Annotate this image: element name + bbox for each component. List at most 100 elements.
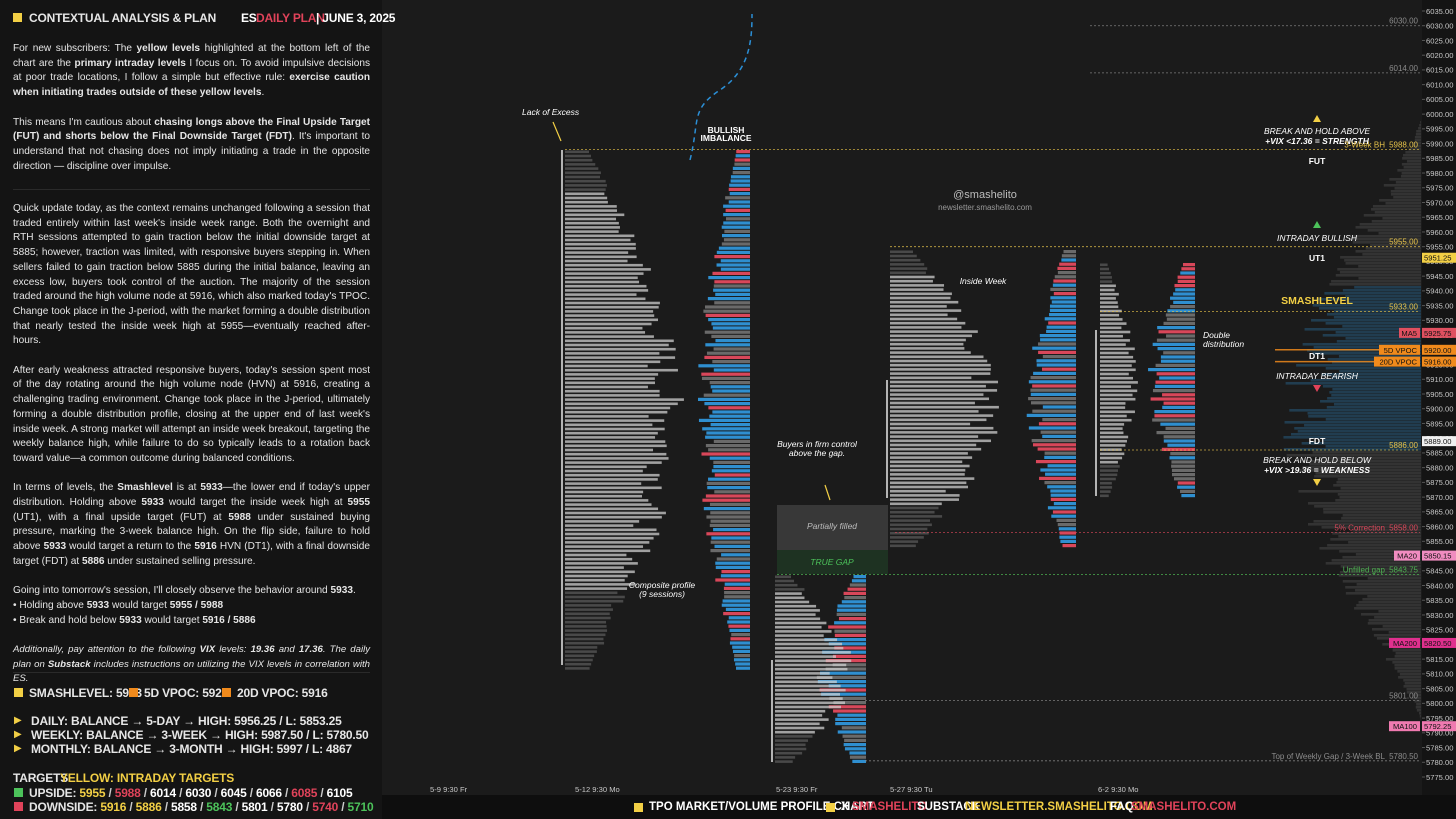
volume-profile xyxy=(1352,241,1421,244)
volume-profile xyxy=(1333,316,1421,319)
tpo-row xyxy=(890,267,928,270)
volume-bar xyxy=(723,612,750,616)
tpo-row xyxy=(775,697,843,700)
footer-link[interactable]: NEWSLETTER.SMASHELITO.COM xyxy=(965,801,1153,813)
volume-profile xyxy=(1337,493,1421,496)
volume-bar xyxy=(729,183,750,187)
separator: / xyxy=(246,786,256,800)
tpo-row xyxy=(775,722,820,726)
volume-bar xyxy=(1175,288,1195,292)
tpo-row xyxy=(565,570,635,574)
volume-profile xyxy=(1339,271,1421,274)
volume-bar xyxy=(1035,460,1076,464)
tpo-row xyxy=(565,368,678,372)
volume-bar xyxy=(1030,388,1076,392)
tpo-row xyxy=(565,667,590,670)
volume-bar xyxy=(1042,405,1076,409)
volume-bar xyxy=(697,397,750,401)
volume-bar xyxy=(837,713,866,717)
volume-bar xyxy=(724,595,750,599)
x-tick-label: 5-9 9:30 Fr xyxy=(430,785,468,794)
volume-bar xyxy=(821,692,866,696)
annotation: BREAK AND HOLD ABOVE xyxy=(1264,126,1370,136)
volume-profile xyxy=(1355,250,1421,253)
volume-profile xyxy=(1289,409,1421,412)
bullet: ▶ xyxy=(14,743,22,754)
tpo-row xyxy=(1100,318,1123,321)
volume-profile xyxy=(1304,328,1421,331)
tpo-row xyxy=(1100,271,1111,275)
footer-link[interactable]: SMASHELITO xyxy=(852,801,928,813)
volume-bar xyxy=(1036,359,1076,363)
annotation: +VIX >19.36 = WEAKNESS xyxy=(1264,465,1370,475)
volume-profile xyxy=(1321,526,1421,529)
text-run: Smashlevel xyxy=(117,482,173,494)
footer-faq: FAQ xyxy=(1110,801,1134,813)
volume-profile xyxy=(1331,280,1421,283)
volume-bar xyxy=(1063,250,1076,254)
volume-profile xyxy=(1333,484,1421,487)
volume-profile xyxy=(1302,343,1421,346)
annotation: Inside Week xyxy=(960,276,1007,286)
target: 5886 xyxy=(135,800,162,814)
volume-bar xyxy=(1156,431,1195,435)
volume-bar xyxy=(1181,267,1195,271)
target: 6014 xyxy=(150,786,176,800)
tpo-row xyxy=(1100,280,1113,283)
annotation: BULLISH xyxy=(708,125,745,135)
upside-label: UPSIDE: xyxy=(29,786,77,800)
volume-bar xyxy=(835,717,866,721)
annotation: Partially filled xyxy=(807,521,857,531)
tpo-row xyxy=(775,579,795,583)
paragraph: Quick update today, as the context remai… xyxy=(13,202,370,349)
y-tick-label: 5930.00 xyxy=(1426,316,1453,325)
volume-bar xyxy=(1053,502,1076,506)
text-run: is at xyxy=(172,482,201,494)
volume-profile xyxy=(1401,172,1421,175)
annotation: FDT xyxy=(1309,436,1326,446)
y-tick-label: 6025.00 xyxy=(1426,36,1453,45)
volume-bar xyxy=(701,452,750,456)
footer-link[interactable]: SMASHELITO.COM xyxy=(1131,801,1237,813)
tpo-row xyxy=(565,633,606,637)
tpo-row xyxy=(1100,414,1127,418)
tpo-row xyxy=(565,473,660,477)
volume-bar xyxy=(1167,309,1195,313)
volume-profile xyxy=(1326,406,1421,409)
annotation: +VIX <17.36 = STRENGTH xyxy=(1265,136,1370,146)
volume-bar xyxy=(732,645,750,649)
tpo-row xyxy=(1100,435,1129,439)
tpo-row xyxy=(890,414,994,417)
volume-profile xyxy=(1331,559,1421,562)
volume-bar xyxy=(1171,473,1195,477)
level-value: 5955.00 xyxy=(1389,238,1418,247)
x-tick-label: 6-2 9:30 Mo xyxy=(1098,785,1139,794)
volume-bar xyxy=(723,204,750,208)
volume-bar xyxy=(1165,426,1195,430)
tpo-row xyxy=(565,326,643,330)
volume-bar xyxy=(724,582,750,586)
tpo-row xyxy=(1100,301,1118,304)
y-tick-label: 5955.00 xyxy=(1426,242,1453,251)
volume-bar xyxy=(1053,279,1076,283)
volume-profile xyxy=(1325,367,1421,370)
volume-bar xyxy=(834,633,866,637)
volume-profile xyxy=(1283,436,1421,439)
volume-profile xyxy=(1307,523,1421,526)
volume-profile xyxy=(1304,424,1421,427)
tpo-row xyxy=(565,310,654,313)
tpo-row xyxy=(775,592,802,595)
volume-profile xyxy=(1414,139,1421,142)
arrow xyxy=(552,121,562,142)
tpo-row xyxy=(890,519,930,522)
level-name: MA20 xyxy=(1397,552,1417,561)
volume-bar xyxy=(729,628,750,632)
level-name: Unfilled gap xyxy=(1343,565,1386,574)
volume-profile xyxy=(1370,244,1421,247)
icon xyxy=(14,788,23,797)
volume-profile xyxy=(1395,652,1421,655)
icon xyxy=(826,803,835,812)
volume-profile xyxy=(1339,550,1421,553)
tpo-row xyxy=(1100,477,1116,481)
volume-bar xyxy=(828,684,866,688)
